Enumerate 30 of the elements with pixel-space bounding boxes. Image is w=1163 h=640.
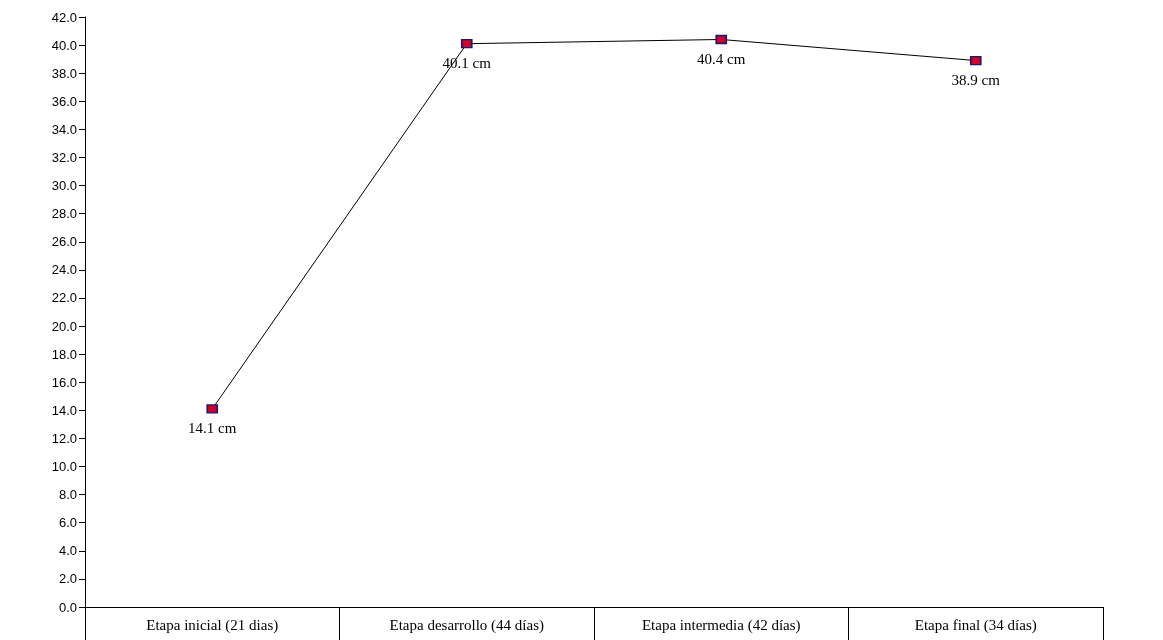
y-tick-label: 32.0 — [51, 149, 77, 165]
y-tick-label: 22.0 — [51, 290, 77, 306]
y-tick-label: 20.0 — [51, 318, 77, 334]
y-tick-label: 36.0 — [51, 93, 77, 109]
y-tick-label: 18.0 — [51, 346, 77, 362]
y-tick-label: 42.0 — [51, 9, 77, 25]
data-label: 40.4 cm — [697, 50, 746, 67]
y-tick-label: 28.0 — [51, 206, 77, 222]
y-tick-label: 34.0 — [51, 121, 77, 137]
y-tick-label: 6.0 — [58, 515, 77, 531]
y-tick-label: 4.0 — [58, 543, 77, 559]
data-label: 38.9 cm — [951, 71, 1001, 88]
y-tick-label: 26.0 — [51, 234, 77, 250]
y-tick-label: 0.0 — [58, 599, 77, 615]
data-label: 40.1 cm — [442, 54, 492, 71]
y-tick-label: 2.0 — [58, 571, 77, 587]
x-tick-label: Etapa desarrollo (44 días) — [389, 616, 545, 634]
x-tick-label: Etapa final (34 días) — [914, 616, 1037, 634]
data-label: 14.1 cm — [188, 420, 237, 437]
y-tick-label: 24.0 — [51, 262, 77, 278]
y-tick-label: 14.0 — [51, 402, 77, 418]
x-tick-label: Etapa intermedia (42 días) — [641, 616, 801, 634]
y-tick-label: 16.0 — [51, 374, 77, 390]
y-tick-label: 10.0 — [51, 459, 77, 475]
y-tick-label: 30.0 — [51, 178, 77, 194]
y-tick-label: 38.0 — [51, 65, 77, 81]
x-tick-label: Etapa inicial (21 dias) — [146, 616, 279, 634]
y-tick-label: 40.0 — [51, 37, 77, 53]
y-tick-label: 12.0 — [51, 430, 77, 446]
y-tick-label: 8.0 — [58, 487, 77, 503]
